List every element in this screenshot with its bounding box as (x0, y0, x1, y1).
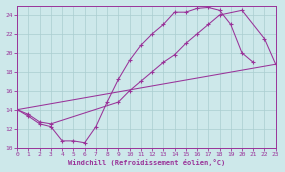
X-axis label: Windchill (Refroidissement éolien,°C): Windchill (Refroidissement éolien,°C) (68, 159, 225, 166)
